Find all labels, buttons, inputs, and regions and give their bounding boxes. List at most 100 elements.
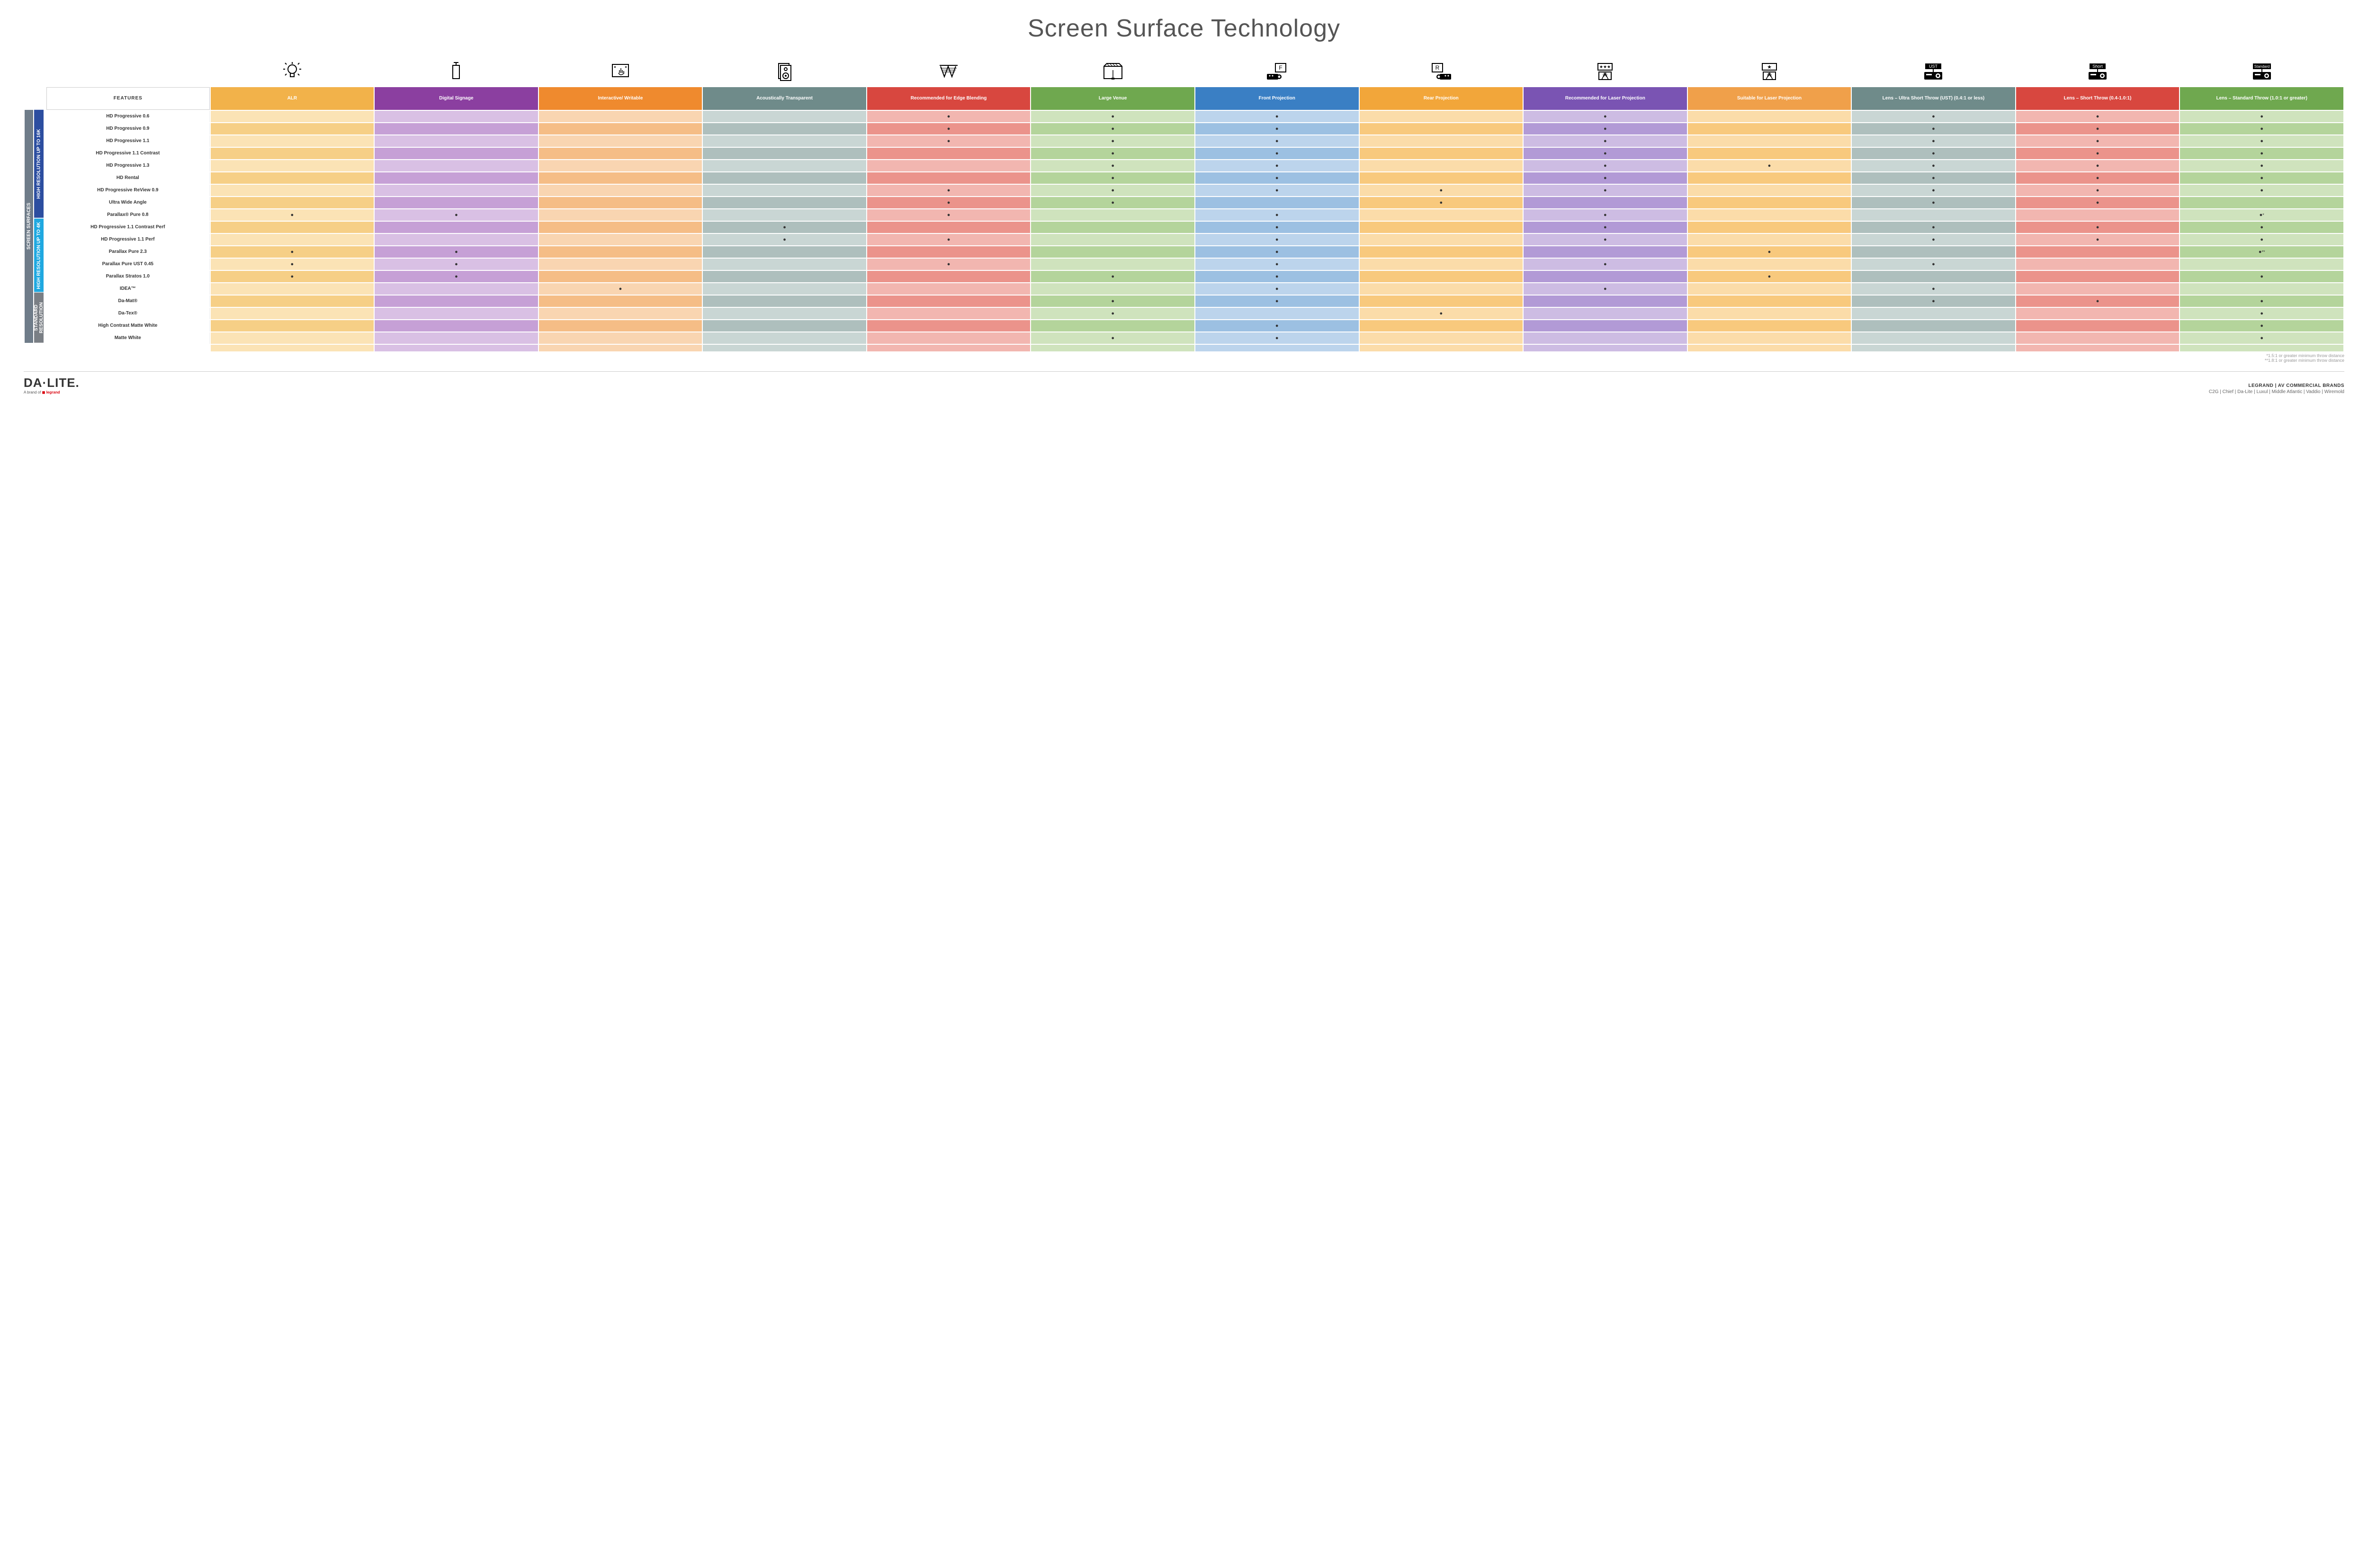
matrix-cell: [1360, 271, 1523, 282]
matrix-cell: [1688, 160, 1851, 171]
matrix-cell: [867, 135, 1031, 147]
column-header: Lens – Standard Throw (1.0:1 or greater): [2180, 87, 2343, 110]
matrix-cell: [2016, 283, 2180, 295]
matrix-cell: [375, 209, 538, 221]
row-label: HD Progressive 1.1 Contrast Perf: [46, 222, 210, 233]
matrix-cell: [1852, 283, 2015, 295]
matrix-cell: [1688, 111, 1851, 122]
matrix-cell: [211, 271, 374, 282]
matrix-cell: [1360, 246, 1523, 258]
matrix-cell: [375, 296, 538, 307]
matrix-cell: [1852, 234, 2015, 245]
matrix-cell: [1688, 197, 1851, 208]
header-row: FEATURES ALRDigital SignageInteractive/ …: [46, 87, 2343, 110]
matrix-cell: [867, 259, 1031, 270]
matrix-cell: [211, 246, 374, 258]
matrix-cell: [1524, 259, 1687, 270]
matrix-cell: [539, 320, 702, 332]
column-header: Front Projection: [1195, 87, 1359, 110]
matrix-cell: [539, 148, 702, 159]
row-label: Parallax® Pure 0.8: [46, 209, 210, 221]
table-row: HD Progressive ReView 0.9: [46, 185, 2343, 196]
matrix-cell: [703, 222, 866, 233]
matrix-cell: [1195, 160, 1359, 171]
column-icon: [2016, 57, 2180, 86]
matrix-cell: [375, 308, 538, 319]
matrix-cell: [1688, 172, 1851, 184]
matrix-cell: [703, 111, 866, 122]
matrix-cell: [211, 148, 374, 159]
footer-right: LEGRAND | AV COMMERCIAL BRANDS C2G | Chi…: [2209, 383, 2344, 394]
matrix-cell: [1360, 259, 1523, 270]
matrix-cell: [375, 160, 538, 171]
matrix-cell: [703, 234, 866, 245]
matrix-cell: [539, 234, 702, 245]
matrix-cell: [1688, 234, 1851, 245]
table-row: HD Progressive 1.3: [46, 160, 2343, 171]
matrix-cell: [1195, 271, 1359, 282]
matrix-cell: [703, 135, 866, 147]
matrix-cell: [2016, 296, 2180, 307]
matrix-cell: [539, 222, 702, 233]
logo: DA·LITE.: [24, 376, 80, 390]
matrix-cell: ●**: [2180, 246, 2343, 258]
matrix-cell: [867, 172, 1031, 184]
matrix-cell: [2016, 246, 2180, 258]
rail-groups: HIGH RESOLUTION UP TO 16K HIGH RESOLUTIO…: [33, 110, 44, 343]
matrix-cell: [2180, 135, 2343, 147]
column-icon: [1031, 57, 1194, 86]
matrix-cell: [703, 283, 866, 295]
table-row: Parallax® Pure 0.8●*: [46, 209, 2343, 221]
matrix-cell: [1524, 222, 1687, 233]
matrix-cell: [1195, 259, 1359, 270]
row-label: HD Progressive 1.1: [46, 135, 210, 147]
matrix-cell: [1195, 320, 1359, 332]
matrix-cell: [2016, 135, 2180, 147]
matrix-cell: [1031, 185, 1194, 196]
matrix-cell: [375, 148, 538, 159]
matrix-cell: [375, 135, 538, 147]
matrix-cell: [211, 209, 374, 221]
matrix-cell: [1195, 185, 1359, 196]
matrix-cell: [211, 111, 374, 122]
matrix-cell: [539, 123, 702, 134]
matrix-cell: [1524, 271, 1687, 282]
column-icon: [1195, 57, 1359, 86]
row-label: Da-Mat®: [46, 296, 210, 307]
matrix-cell: [539, 246, 702, 258]
matrix-cell: [2180, 308, 2343, 319]
matrix-cell: [211, 283, 374, 295]
matrix-cell: [1524, 185, 1687, 196]
row-label: Da-Tex®: [46, 308, 210, 319]
matrix-cell: [2180, 222, 2343, 233]
matrix-cell: [703, 148, 866, 159]
matrix-cell: [1031, 148, 1194, 159]
footer-right-title: LEGRAND | AV COMMERCIAL BRANDS: [2209, 383, 2344, 388]
table-row: HD Progressive 0.6: [46, 111, 2343, 122]
matrix-cell: [867, 185, 1031, 196]
matrix-cell: [1031, 234, 1194, 245]
matrix-cell: [2180, 283, 2343, 295]
matrix-cell: [1852, 296, 2015, 307]
table-row: HD Progressive 1.1 Contrast: [46, 148, 2343, 159]
matrix-cell: [211, 332, 374, 344]
matrix-cell: [211, 222, 374, 233]
matrix-cell: [375, 332, 538, 344]
icon-row: [46, 57, 2343, 86]
matrix-cell: [2180, 234, 2343, 245]
features-header: FEATURES: [46, 87, 210, 110]
row-label: HD Progressive 0.9: [46, 123, 210, 134]
column-header: Interactive/ Writable: [539, 87, 702, 110]
matrix-cell: [703, 259, 866, 270]
matrix-cell: [375, 222, 538, 233]
matrix-cell: [1031, 135, 1194, 147]
matrix-cell: [1195, 296, 1359, 307]
footer-left: DA·LITE. A brand of ◼ legrand: [24, 376, 80, 394]
table-row: Ultra Wide Angle: [46, 197, 2343, 208]
matrix-cell: [375, 320, 538, 332]
matrix-cell: [1360, 308, 1523, 319]
matrix-cell: [2180, 123, 2343, 134]
matrix-cell: [1360, 111, 1523, 122]
matrix-cell: [2016, 197, 2180, 208]
matrix-cell: [1360, 283, 1523, 295]
